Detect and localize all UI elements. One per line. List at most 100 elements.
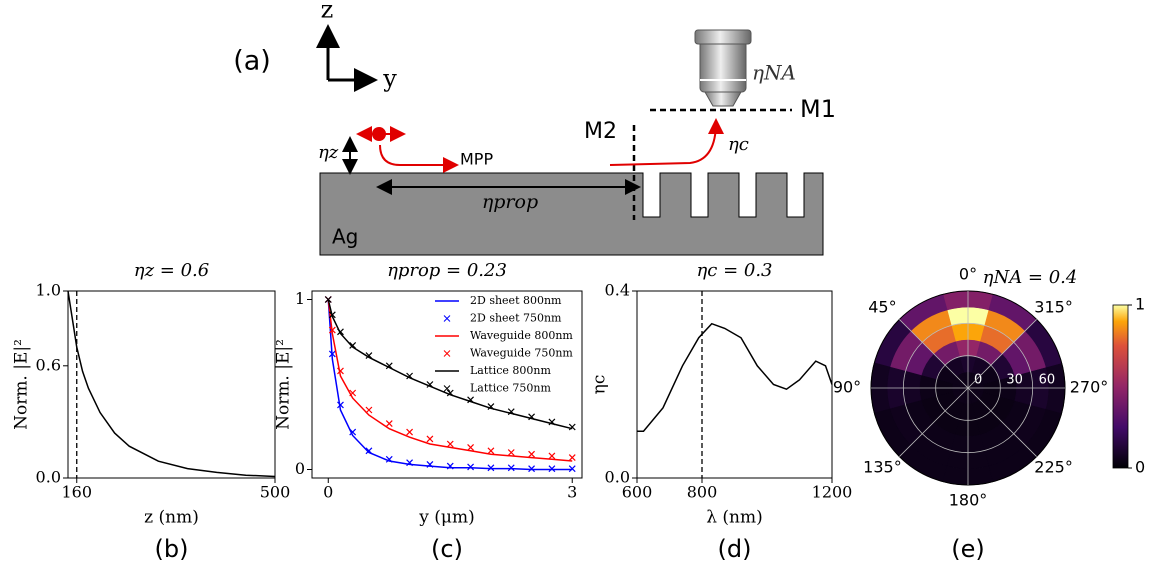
grid-line — [899, 387, 969, 457]
data-point — [528, 413, 536, 421]
label: M1 — [800, 95, 836, 123]
x-tick-label: 800 — [687, 483, 718, 502]
legend-marker — [443, 385, 451, 392]
y-axis-label: ηc — [590, 375, 610, 395]
x-axis-label: z (nm) — [144, 508, 199, 528]
y-tick-label: 0 — [295, 459, 305, 478]
x-axis-label: y (μm) — [418, 508, 474, 528]
data-point — [385, 362, 393, 370]
data-point — [337, 328, 344, 336]
data-line — [637, 322, 833, 432]
data-point — [349, 341, 357, 349]
data-point — [426, 381, 434, 388]
data-point — [528, 465, 536, 473]
panel-label: (c) — [431, 535, 463, 563]
legend-label: Lattice 800nm — [470, 364, 551, 377]
r-tick-label: 0 — [974, 373, 982, 388]
angle-tick-label: 315° — [1034, 298, 1073, 317]
data-point — [467, 396, 475, 404]
plot-frame — [636, 290, 833, 479]
x-tick-label: 600 — [622, 483, 653, 502]
colorbar — [1112, 304, 1129, 469]
grid-line — [899, 319, 969, 389]
data-point — [349, 389, 357, 397]
data-point — [365, 406, 373, 414]
data-point — [406, 372, 414, 380]
legend-marker — [443, 350, 451, 357]
x-tick-label: 1200 — [812, 483, 853, 502]
label: ηNA — [752, 61, 796, 85]
y-tick-label: 1.0 — [36, 281, 61, 300]
label: MPP — [460, 150, 493, 169]
label: ηz — [318, 142, 339, 163]
plot-frame — [311, 290, 583, 479]
legend-marker — [443, 315, 451, 322]
y-tick-label: 0.0 — [36, 468, 61, 487]
emitter — [372, 127, 386, 141]
legend-label: Lattice 750nm — [470, 382, 551, 395]
eta-c-path — [609, 118, 724, 166]
data-point — [528, 450, 536, 458]
y-tick-label: 0.4 — [605, 281, 630, 300]
angle-tick-label: 0° — [959, 265, 977, 284]
angle-tick-label: 45° — [868, 298, 896, 317]
data-point — [487, 403, 495, 411]
data-line — [67, 290, 276, 478]
legend-label: 2D sheet 750nm — [470, 312, 562, 325]
data-point — [487, 464, 495, 472]
panel-label: (e) — [951, 535, 985, 563]
x-tick-label: 500 — [260, 483, 291, 502]
data-point — [337, 367, 344, 375]
data-point — [548, 465, 556, 473]
panel-label: (b) — [155, 535, 189, 563]
legend-label: Waveguide 800nm — [470, 329, 573, 342]
silver-block — [319, 172, 824, 256]
data-point — [548, 418, 556, 426]
colorbar-tick-label: 0 — [1135, 458, 1145, 477]
y-tick-label: 1 — [295, 289, 305, 308]
data-point — [487, 447, 495, 455]
label: M2 — [584, 119, 617, 144]
data-point — [426, 435, 434, 443]
angle-tick-label: 135° — [863, 457, 902, 476]
label: ηc — [728, 134, 749, 155]
plot-frame — [67, 290, 276, 479]
data-point — [548, 452, 556, 460]
data-point — [328, 311, 336, 319]
data-point — [446, 389, 454, 397]
data-point — [365, 447, 373, 455]
panel-label: (d) — [718, 535, 752, 563]
data-point — [365, 352, 373, 360]
data-point — [426, 460, 434, 468]
data-point — [568, 454, 576, 462]
chart-title: ηNA = 0.4 — [983, 267, 1078, 288]
data-point — [406, 428, 414, 436]
angle-tick-label: 270° — [1070, 378, 1109, 397]
legend-label: Waveguide 750nm — [470, 347, 573, 360]
legend-label: 2D sheet 800nm — [470, 294, 562, 307]
angle-tick-label: 90° — [833, 378, 861, 397]
data-point — [446, 440, 454, 448]
x-tick-label: 3 — [567, 483, 577, 502]
data-point — [349, 428, 357, 436]
data-point — [385, 420, 393, 428]
data-point — [337, 401, 344, 409]
data-point — [507, 408, 515, 416]
objective — [704, 91, 742, 107]
data-point — [446, 462, 454, 470]
y-axis-label: Norm. |E|² — [274, 339, 294, 430]
data-point — [467, 443, 475, 451]
axis-label: y — [382, 65, 397, 93]
data-line — [327, 299, 573, 430]
r-tick-label: 30 — [1006, 373, 1023, 388]
data-point — [385, 455, 393, 463]
chart-title: ηprop = 0.23 — [387, 260, 507, 281]
label: Ag — [332, 225, 358, 249]
data-point — [507, 449, 515, 456]
y-tick-label: 0.6 — [36, 355, 61, 374]
data-line — [327, 299, 573, 471]
data-point — [507, 464, 515, 472]
objective — [694, 29, 752, 45]
panel-label: (a) — [233, 46, 271, 77]
